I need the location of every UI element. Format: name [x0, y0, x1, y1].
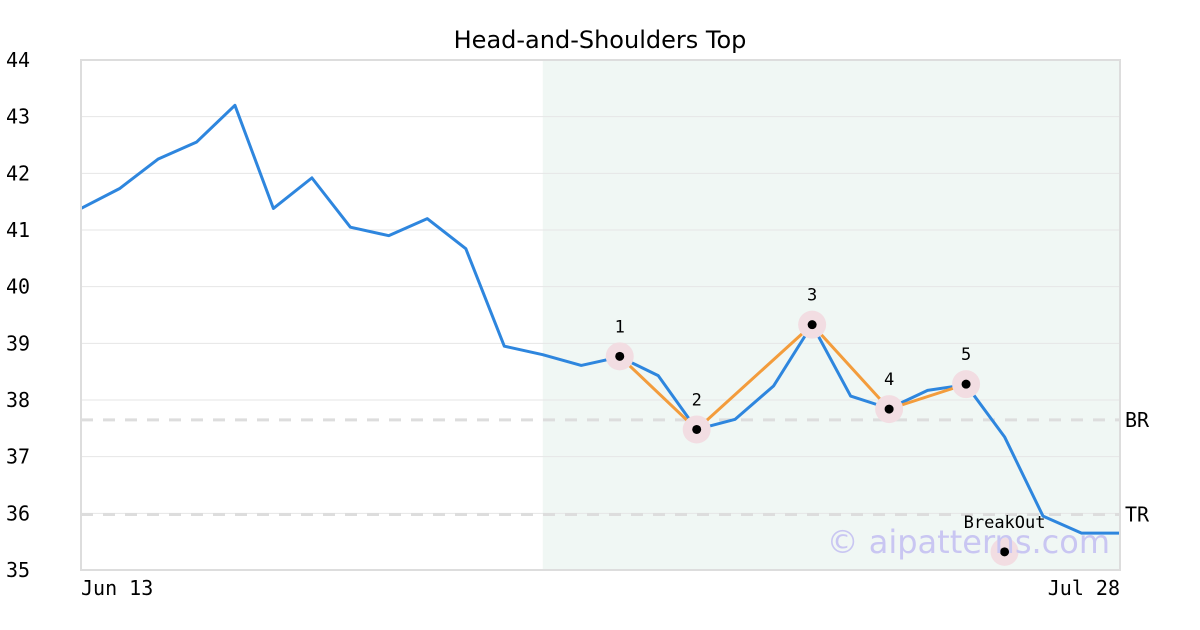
- breakout-label: BreakOut: [964, 513, 1046, 533]
- reference-lines: BR TR: [81, 408, 1150, 526]
- y-tick-label: 41: [6, 218, 30, 242]
- series-line: [80, 103, 1120, 535]
- pattern-point-label: 5: [961, 345, 971, 365]
- pattern-point: [692, 424, 702, 434]
- pattern-region: [542, 60, 1120, 570]
- breakout-point: [1000, 547, 1010, 557]
- plot-frame: [80, 59, 1121, 571]
- y-tick-label: 36: [6, 501, 30, 525]
- pattern-point: [961, 379, 971, 389]
- x-axis: Jun 13 Jul 28: [81, 576, 1120, 600]
- pattern-point-label: 3: [807, 286, 817, 306]
- pattern-point-label: 2: [692, 390, 702, 410]
- y-tick-label: 44: [6, 48, 30, 72]
- y-tick-label: 42: [6, 161, 30, 185]
- pattern-point: [615, 351, 625, 361]
- reference-line-label: BR: [1125, 408, 1150, 432]
- pattern-overlay: 1 2 3 4 5 BreakOut: [605, 286, 1046, 566]
- watermark: © aipatterns.com: [827, 523, 1110, 561]
- y-axis: 35 36 37 38 39 40 41 42 43 44: [6, 48, 30, 582]
- x-tick-label: Jul 28: [1048, 576, 1120, 600]
- reference-line-label: TR: [1125, 502, 1150, 526]
- y-tick-label: 40: [6, 275, 30, 299]
- y-tick-label: 37: [6, 445, 30, 469]
- pattern-point: [807, 320, 817, 330]
- y-tick-label: 39: [6, 331, 30, 355]
- price-series: [80, 103, 1120, 535]
- pattern-point-label: 4: [884, 370, 894, 390]
- y-tick-label: 38: [6, 388, 30, 412]
- chart-title: Head-and-Shoulders Top: [454, 26, 747, 54]
- y-tick-label: 43: [6, 105, 30, 129]
- pattern-point: [884, 404, 894, 414]
- x-tick-label: Jun 13: [81, 576, 153, 600]
- pattern-point-label: 1: [615, 317, 625, 337]
- y-tick-label: 35: [6, 558, 30, 582]
